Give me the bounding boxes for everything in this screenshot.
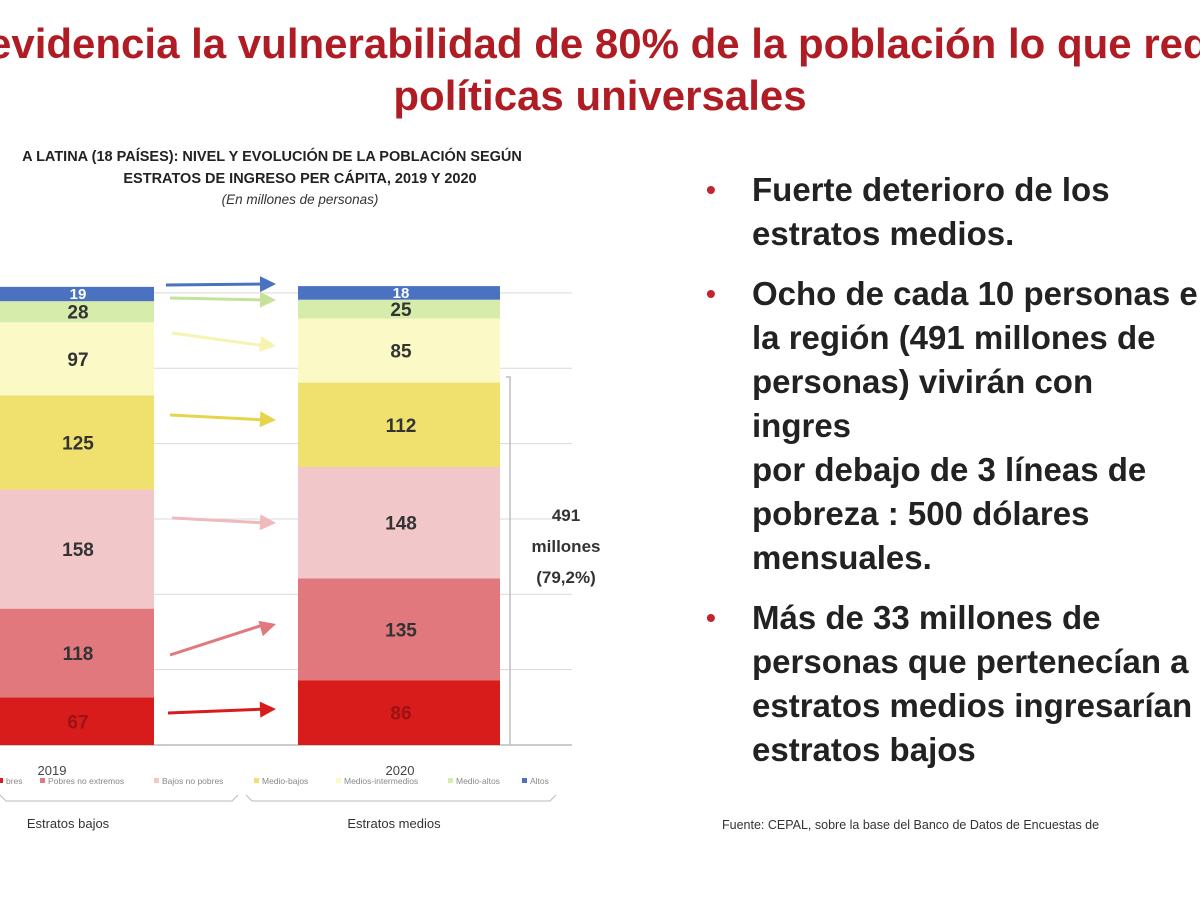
bullet-list: • Fuerte deterioro de los estratos medios… bbox=[700, 168, 1200, 788]
legend-label: Medio-altos bbox=[456, 776, 500, 786]
bullet-text: Más de 33 millones de personas que perte… bbox=[752, 599, 1193, 768]
flow-arrow bbox=[167, 707, 267, 715]
legend-swatch bbox=[0, 778, 3, 783]
flow-arrow bbox=[169, 413, 267, 422]
data-label: 158 bbox=[62, 540, 94, 561]
bar-segment bbox=[0, 608, 154, 698]
chart-title-line-2: ESTRATOS DE INGRESO PER CÁPITA, 2019 Y 2… bbox=[123, 171, 477, 187]
legend-label: Pobres no extremos bbox=[48, 776, 124, 786]
chart-title: A LATINA (18 PAÍSES): NIVEL Y EVOLUCIÓN … bbox=[0, 146, 600, 190]
slide-title-line-1: evidencia la vulnerabilidad de 80% de la… bbox=[0, 20, 1200, 67]
data-label: 135 bbox=[385, 620, 417, 641]
arrowhead-icon bbox=[259, 336, 276, 352]
bar-segment bbox=[0, 322, 154, 396]
flow-arrow bbox=[171, 516, 267, 525]
data-label: 97 bbox=[67, 350, 88, 371]
arrowhead-icon bbox=[259, 411, 276, 428]
bullet-marker-icon: • bbox=[706, 602, 716, 633]
group-bracket bbox=[245, 794, 557, 802]
flow-arrow bbox=[169, 622, 267, 657]
x-tick-label: 2020 bbox=[386, 763, 415, 778]
flow-arrow bbox=[165, 282, 267, 287]
bar-segment bbox=[298, 680, 500, 745]
annotation-text: (79,2%) bbox=[536, 568, 596, 587]
bar-segment bbox=[298, 286, 500, 300]
bracket bbox=[506, 376, 511, 746]
bar-segment bbox=[298, 299, 500, 319]
source-note: Fuente: CEPAL, sobre la base del Banco d… bbox=[722, 818, 1100, 832]
chart-subtitle: (En millones de personas) bbox=[221, 192, 379, 207]
legend-label: Medio-bajos bbox=[262, 776, 308, 786]
legend-swatch bbox=[448, 778, 453, 783]
bar-segment bbox=[0, 489, 154, 609]
legend-label: Altos bbox=[530, 776, 549, 786]
arrowhead-icon bbox=[259, 291, 276, 308]
bullet-marker-icon: • bbox=[706, 278, 716, 309]
data-label: 86 bbox=[390, 704, 411, 725]
data-label: 112 bbox=[386, 416, 417, 437]
data-label: 19 bbox=[70, 286, 87, 303]
bullet-text: Fuerte deterioro de los estratos medios. bbox=[752, 171, 1110, 252]
legend-swatch bbox=[522, 778, 527, 783]
group-bracket bbox=[0, 794, 239, 802]
legend-label: bres bbox=[6, 776, 23, 786]
flow-arrow bbox=[171, 331, 267, 348]
legend-swatch bbox=[40, 778, 45, 783]
bullet-item: • Ocho de cada 10 personas e la región (4… bbox=[700, 272, 1200, 580]
data-label: 25 bbox=[390, 300, 412, 321]
bullet-item: • Fuerte deterioro de los estratos medios… bbox=[700, 168, 1200, 256]
group-label: Estratos bajos bbox=[27, 816, 110, 831]
slide-title-line-2: políticas universales bbox=[393, 72, 807, 119]
legend-label: Bajos no pobres bbox=[162, 776, 223, 786]
bar-segment bbox=[0, 286, 154, 302]
arrowhead-icon bbox=[259, 514, 276, 531]
bar-segment bbox=[0, 301, 154, 323]
chart-title-line-1: A LATINA (18 PAÍSES): NIVEL Y EVOLUCIÓN … bbox=[22, 149, 522, 165]
legend-label: Medios-intermedios bbox=[344, 776, 418, 786]
bar-segment bbox=[298, 382, 500, 467]
arrowhead-icon bbox=[258, 620, 276, 637]
data-label: 148 bbox=[385, 514, 417, 535]
bullet-text: Ocho de cada 10 personas e la región (49… bbox=[752, 275, 1198, 576]
bullet-item: • Más de 33 millones de personas que pert… bbox=[700, 596, 1200, 772]
legend-swatch bbox=[254, 778, 259, 783]
data-label: 125 bbox=[62, 433, 94, 454]
bar-segment bbox=[298, 466, 500, 579]
annotation-text: millones bbox=[532, 537, 600, 556]
annotation-text: 491 bbox=[552, 506, 580, 525]
bullet-marker-icon: • bbox=[706, 174, 716, 205]
bar-segment bbox=[298, 318, 500, 383]
legend-swatch bbox=[336, 778, 341, 783]
slide-title: evidencia la vulnerabilidad de 80% de la… bbox=[0, 18, 1200, 122]
data-label: 67 bbox=[67, 712, 88, 733]
legend-swatch bbox=[154, 778, 159, 783]
data-label: 118 bbox=[63, 644, 94, 665]
data-label: 18 bbox=[393, 285, 410, 302]
bar-segment bbox=[298, 578, 500, 681]
bar-segment bbox=[0, 697, 154, 745]
data-label: 85 bbox=[390, 342, 412, 363]
bar-segment bbox=[0, 395, 154, 490]
group-label: Estratos medios bbox=[347, 816, 441, 831]
arrowhead-icon bbox=[259, 701, 276, 718]
flow-arrow bbox=[169, 296, 267, 302]
arrowhead-icon bbox=[259, 276, 276, 293]
data-label: 28 bbox=[67, 303, 88, 324]
x-tick-label: 2019 bbox=[38, 763, 67, 778]
